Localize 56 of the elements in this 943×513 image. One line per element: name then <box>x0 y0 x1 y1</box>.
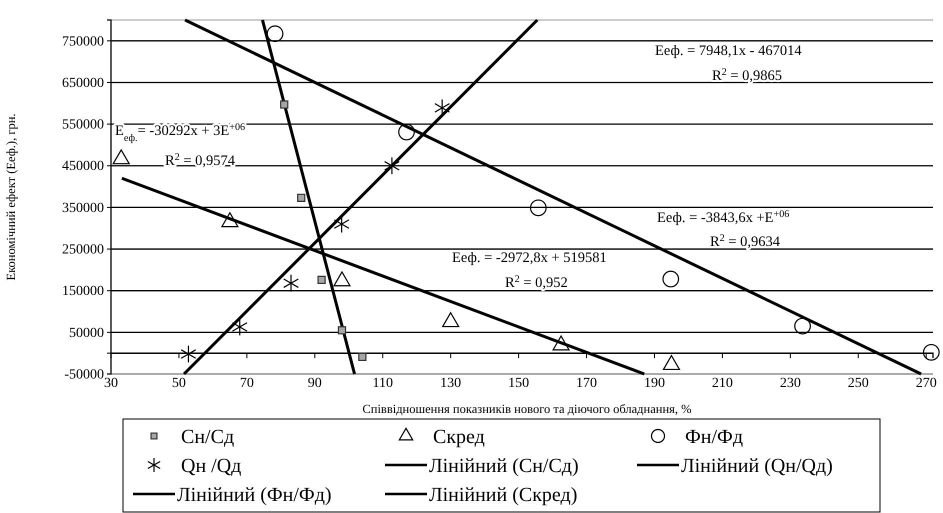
annotation: R$^{2}$ = 0,9865 <box>712 66 782 84</box>
y-tick-label: 550000 <box>62 118 104 133</box>
y-tick-label: -50000 <box>64 367 104 382</box>
y-tick-label: 650000 <box>62 76 104 91</box>
legend-label: Лінійний (Фн/Фд) <box>177 484 332 506</box>
point <box>317 276 326 284</box>
point <box>662 270 680 288</box>
point <box>297 194 306 202</box>
annotation: R$^{2}$ = 0,9634 <box>710 232 781 250</box>
point <box>398 124 415 140</box>
x-tick-label: 30 <box>104 376 118 391</box>
legend-label: Лінійний (Скред) <box>429 484 578 506</box>
x-tick-label: 110 <box>372 376 393 391</box>
annotation: Eеф. = 7948,1x - 467014 <box>655 43 802 59</box>
legend-label: Лінійний (Сн/Сд) <box>429 455 579 477</box>
legend-label: Фн/Фд <box>685 426 744 448</box>
point <box>334 215 350 234</box>
point <box>338 326 346 334</box>
legend-label: Qн /Qд <box>181 455 242 477</box>
x-tick-label: 230 <box>780 376 801 391</box>
annotation: R$^{2}$ = 0,952 <box>505 274 568 291</box>
point <box>232 318 248 336</box>
point <box>180 344 196 364</box>
x-tick-label: 210 <box>712 376 733 391</box>
annotation: Eеф. = -2972,8x + 519581 <box>452 250 607 266</box>
annotation: R$^{2}$ = 0,9574 <box>165 152 236 169</box>
y-axis-title: Економічний ефект (Eеф.), грн. <box>4 113 18 281</box>
annotation: Eеф. = -3843,6x +E$^{+06}$ <box>657 208 790 226</box>
point <box>922 344 940 361</box>
x-tick-label: 150 <box>508 376 530 391</box>
point <box>384 156 400 175</box>
y-tick-label: 150000 <box>62 284 104 300</box>
x-tick-label: 190 <box>644 376 665 391</box>
x-tick-label: 130 <box>440 376 462 391</box>
point <box>280 100 288 109</box>
point <box>358 352 366 362</box>
point <box>530 199 547 216</box>
legend-label: Сн/Сд <box>181 426 234 448</box>
y-tick-label: 250000 <box>62 242 104 258</box>
y-tick-label: 350000 <box>62 200 104 216</box>
x-tick-label: 50 <box>172 376 186 391</box>
x-axis-title: Співвідношення показників нового та діючого обладнання, % <box>362 402 692 416</box>
x-tick-label: 170 <box>576 376 598 391</box>
point <box>794 318 811 334</box>
legend-label: Скред <box>433 426 485 448</box>
legend-label: Лінійний (Qн/Qд) <box>681 455 833 477</box>
x-tick-label: 250 <box>848 376 869 391</box>
y-tick-label: 750000 <box>62 34 104 50</box>
y-tick-label: 450000 <box>62 159 104 174</box>
x-tick-label: 70 <box>240 376 254 391</box>
point <box>283 274 299 292</box>
x-tick-label: 90 <box>308 376 322 391</box>
annotation: E$_{еф.}$= -30292x + 3E$^{+06}$ <box>115 122 246 144</box>
x-tick-label: 270 <box>916 376 937 391</box>
y-tick-label: 50000 <box>69 326 104 341</box>
point <box>266 25 284 42</box>
